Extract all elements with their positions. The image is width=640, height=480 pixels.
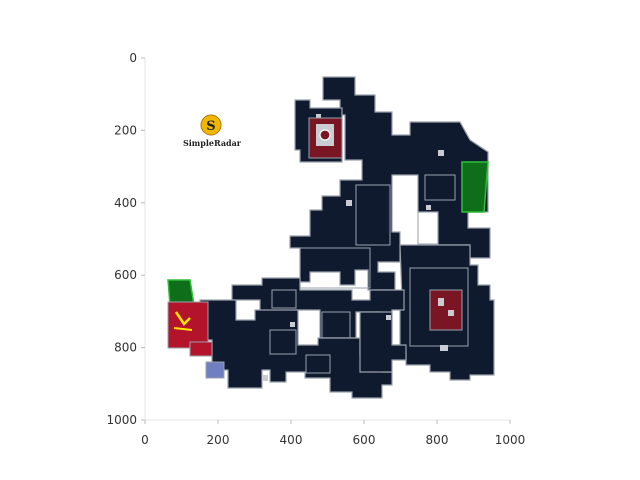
- inner-room-4: [355, 184, 391, 246]
- spawn-left-red-lower: [189, 341, 213, 357]
- x-tick-label: 0: [141, 433, 149, 447]
- y-tick-label: 600: [114, 268, 137, 282]
- spawn-left-highlight: [174, 311, 191, 326]
- x-tick-label: 600: [353, 433, 376, 447]
- prop-box: [262, 375, 268, 381]
- logo-text: SimpleRadar: [183, 138, 242, 148]
- x-tick-label: 200: [207, 433, 230, 447]
- bombsite-upper-marker: [319, 129, 331, 141]
- bombsite-lower-prop: [438, 298, 444, 306]
- simple-radar-logo: S SimpleRadar: [183, 114, 242, 148]
- prop-box: [346, 200, 352, 206]
- map-inner-walls: [269, 174, 469, 374]
- prop-box: [290, 322, 295, 327]
- x-axis-ticks: 0 200 400 600 800 1000: [141, 420, 525, 447]
- y-axis-ticks: 0 200 400 600 800 1000: [106, 51, 145, 427]
- floor-top-mid: [289, 76, 491, 291]
- map-props: [262, 114, 448, 381]
- prop-box: [426, 205, 431, 210]
- inner-room-9: [409, 267, 469, 347]
- spawn-left-green: [167, 279, 195, 306]
- logo-badge: [200, 114, 222, 136]
- inner-room-5: [417, 211, 439, 245]
- map-floor: [199, 76, 495, 399]
- bombsite-lower-area: [429, 289, 463, 331]
- inner-room-1: [299, 247, 371, 289]
- bombsite-lower: [429, 289, 463, 331]
- logo-glyph: S: [206, 119, 215, 134]
- spawn-left: [167, 279, 213, 357]
- inner-room-6: [424, 174, 456, 201]
- y-tick-label: 1000: [106, 413, 137, 427]
- x-tick-label: 800: [426, 433, 449, 447]
- bombsite-upper: [308, 117, 343, 159]
- inner-room-7: [269, 329, 297, 355]
- spawn-left-highlight: [173, 327, 193, 331]
- x-tick-label: 1000: [495, 433, 526, 447]
- prop-box: [316, 114, 321, 119]
- inner-room-2: [321, 311, 351, 339]
- inner-room-3: [271, 289, 297, 309]
- y-tick-label: 200: [114, 123, 137, 137]
- y-tick-label: 0: [129, 51, 137, 65]
- prop-box: [440, 345, 448, 351]
- inner-room-8: [305, 354, 331, 374]
- prop-box: [386, 315, 391, 320]
- bombsite-lower-prop: [448, 310, 454, 316]
- floor-lower-center: [359, 311, 407, 373]
- y-tick-label: 400: [114, 196, 137, 210]
- y-tick-label: 800: [114, 341, 137, 355]
- blue-zone: [205, 361, 225, 379]
- spawn-ct-right: [461, 161, 489, 213]
- x-tick-label: 400: [280, 433, 303, 447]
- prop-box: [438, 150, 444, 156]
- spawn-left-red: [167, 301, 209, 349]
